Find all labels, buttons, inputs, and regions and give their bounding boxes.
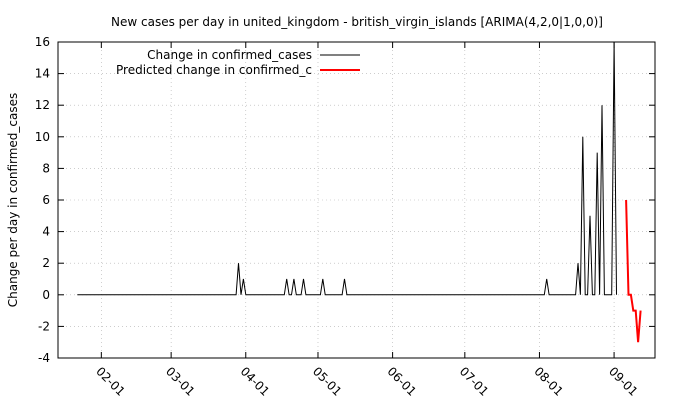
y-tick-label-3: 2 (42, 256, 50, 270)
grid (58, 42, 655, 358)
y-tick-label-1: -2 (38, 319, 50, 333)
x-tick-label-2: 04-01 (238, 364, 273, 399)
x-tick-label-6: 08-01 (531, 364, 566, 399)
series-group (77, 41, 642, 343)
x-tick-label-5: 07-01 (457, 364, 492, 399)
x-tick-label-7: 09-01 (606, 364, 641, 399)
y-tick-label-4: 4 (42, 225, 50, 239)
y-tick-label-9: 14 (35, 67, 50, 81)
legend: Change in confirmed_cases Predicted chan… (116, 48, 360, 77)
y-axis-label: Change per day in confirmed_cases (6, 93, 20, 308)
y-tick-label-5: 6 (42, 193, 50, 207)
x-tick-label-3: 05-01 (310, 364, 345, 399)
y-tick-label-2: 0 (42, 288, 50, 302)
y-tick-label-7: 10 (35, 130, 50, 144)
series-line-1 (625, 199, 642, 343)
y-axis: -4 -2 0 2 4 6 8 10 12 14 16 (35, 35, 655, 365)
chart-title: New cases per day in united_kingdom - br… (111, 15, 603, 29)
x-tick-label-4: 06-01 (384, 364, 419, 399)
legend-label-1: Predicted change in confirmed_c (116, 63, 312, 77)
y-tick-label-6: 8 (42, 161, 50, 175)
y-tick-label-10: 16 (35, 35, 50, 49)
legend-label-0: Change in confirmed_cases (147, 48, 312, 62)
y-tick-label-0: -4 (38, 351, 50, 365)
plot-area-border (57, 41, 656, 359)
series-line-0 (77, 41, 617, 296)
y-tick-label-8: 12 (35, 98, 50, 112)
x-tick-label-0: 02-01 (93, 364, 128, 399)
x-axis: 02-01 03-01 04-01 05-01 06-01 07-01 08-01 09-01 (93, 42, 641, 399)
x-tick-label-1: 03-01 (163, 364, 198, 399)
